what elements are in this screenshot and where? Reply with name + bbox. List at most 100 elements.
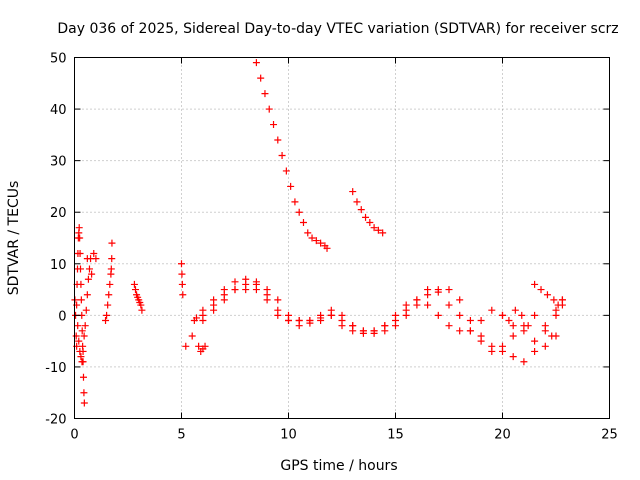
data-point: [541, 322, 549, 330]
data-point: [179, 291, 187, 299]
data-point: [552, 311, 560, 319]
data-point: [77, 296, 85, 304]
data-point: [84, 275, 92, 283]
data-point: [488, 347, 496, 355]
data-point: [199, 306, 207, 314]
data-point: [381, 322, 389, 330]
data-point: [366, 219, 374, 227]
data-point: [379, 229, 387, 237]
data-point: [295, 208, 303, 216]
x-tick-label: 10: [280, 428, 297, 443]
data-point: [192, 314, 200, 322]
data-point: [509, 322, 517, 330]
data-point: [543, 291, 551, 299]
data-point: [72, 332, 80, 340]
data-point: [270, 121, 278, 129]
y-tick-label: 50: [50, 52, 67, 67]
data-point: [456, 311, 464, 319]
data-point: [466, 317, 474, 325]
data-point: [85, 265, 93, 273]
data-point: [456, 327, 464, 335]
chart-title: Day 036 of 2025, Sidereal Day-to-day VTE…: [57, 21, 618, 37]
y-tick-label: 30: [50, 155, 67, 170]
data-point: [413, 296, 421, 304]
x-axis: 0 5 10 15 20 25: [70, 57, 618, 443]
data-point: [274, 311, 282, 319]
data-point: [231, 278, 239, 286]
data-point: [357, 206, 365, 214]
data-point: [274, 296, 282, 304]
data-point: [308, 234, 316, 242]
data-point: [231, 286, 239, 294]
data-point: [90, 249, 98, 257]
data-point: [323, 244, 331, 252]
data-point: [306, 317, 314, 325]
data-point: [392, 317, 399, 325]
data-point: [552, 332, 560, 340]
data-point: [79, 373, 87, 381]
data-point: [370, 327, 378, 335]
data-point: [252, 286, 260, 294]
data-point: [131, 286, 139, 294]
data-point: [178, 260, 185, 268]
data-point: [456, 296, 464, 304]
data-point: [242, 286, 250, 294]
data-point: [477, 317, 485, 325]
data-point: [182, 342, 190, 350]
data-point: [541, 342, 549, 350]
data-point: [195, 342, 203, 350]
data-point: [78, 358, 86, 366]
data-point: [138, 306, 146, 314]
data-point: [252, 278, 260, 286]
data-point: [370, 224, 378, 232]
data-point: [107, 265, 115, 273]
y-tick-label: -20: [45, 413, 66, 428]
data-point: [424, 286, 432, 294]
data-point: [201, 342, 209, 350]
data-point: [531, 280, 539, 288]
data-point: [554, 301, 562, 309]
data-point: [188, 332, 196, 340]
x-tick-label: 5: [177, 428, 185, 443]
data-point: [178, 270, 186, 278]
data-point: [349, 327, 357, 335]
series-layer: [71, 59, 566, 407]
data-point: [550, 296, 558, 304]
y-tick-label: -10: [45, 361, 66, 376]
y-axis: -20 -10 0 10 20 30 40 50: [45, 52, 610, 428]
data-point: [353, 198, 361, 206]
data-point: [338, 311, 346, 319]
series-sat-early-4: [178, 260, 209, 355]
data-point: [349, 188, 357, 196]
data-point: [80, 389, 88, 397]
x-tick-label: 20: [494, 428, 511, 443]
data-point: [108, 239, 116, 247]
data-point: [210, 296, 218, 304]
data-point: [537, 286, 545, 294]
data-point: [338, 322, 346, 330]
data-point: [83, 255, 91, 263]
data-point: [531, 337, 539, 345]
data-point: [75, 337, 83, 345]
data-point: [278, 151, 286, 159]
data-point: [105, 291, 113, 299]
data-point: [531, 347, 539, 355]
series-wave-c: [199, 286, 566, 355]
data-point: [104, 301, 112, 309]
data-point: [531, 311, 539, 319]
data-point: [295, 322, 303, 330]
data-point: [80, 332, 88, 340]
data-point: [76, 265, 84, 273]
data-point: [359, 329, 367, 337]
data-point: [488, 306, 496, 314]
data-point: [466, 327, 474, 335]
data-point: [317, 311, 325, 319]
y-tick-label: 0: [58, 309, 66, 324]
data-point: [80, 399, 88, 407]
data-point: [265, 105, 273, 113]
data-point: [327, 311, 335, 319]
data-point: [291, 198, 299, 206]
data-point: [137, 301, 145, 309]
series-sat-steep-decline: [252, 59, 331, 252]
